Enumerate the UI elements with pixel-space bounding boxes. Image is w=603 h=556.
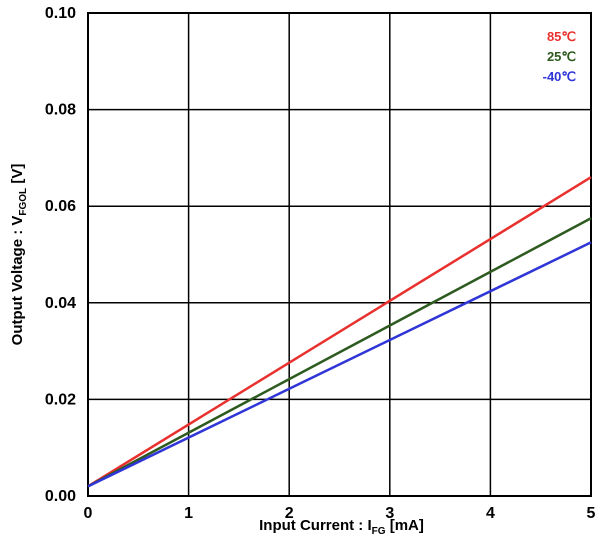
y-axis-label-sub: FGOL [18, 188, 29, 216]
grid [87, 12, 592, 497]
y-tick-labels: 0.00 0.02 0.04 0.06 0.08 0.10 [45, 5, 76, 505]
x-tick-label: 5 [587, 505, 596, 522]
legend: 85℃ 25℃ -40℃ [543, 29, 576, 84]
y-tick-label: 0.06 [45, 198, 76, 215]
series-layer [87, 176, 592, 488]
y-axis-label: Output Voltage : VFGOL [V] [9, 164, 29, 346]
series-line [87, 176, 592, 488]
plot-frame [87, 12, 592, 497]
y-tick-label: 0.10 [45, 5, 76, 22]
y-tick-label: 0.02 [45, 391, 76, 408]
x-axis-label-main: Input Current : I [259, 517, 372, 534]
y-axis-label-suffix: [V] [9, 164, 26, 188]
x-tick-label: 3 [385, 505, 394, 522]
y-tick-label: 0.00 [45, 488, 76, 505]
legend-entry: 85℃ [547, 29, 576, 44]
x-tick-label: 1 [184, 505, 193, 522]
y-axis-label-main: Output Voltage : V [9, 216, 26, 346]
x-tick-labels: 0 1 2 3 4 5 [84, 505, 596, 522]
x-axis-label: Input Current : IFG [mA] [259, 517, 424, 537]
legend-entry: -40℃ [543, 69, 576, 84]
x-tick-label: 4 [486, 505, 495, 522]
y-tick-label: 0.04 [45, 295, 76, 312]
series-line [87, 241, 592, 488]
x-axis-label-sub: FG [372, 526, 386, 537]
y-tick-label: 0.08 [45, 102, 76, 119]
series-line [87, 217, 592, 488]
legend-entry: 25℃ [547, 49, 576, 64]
x-tick-label: 2 [285, 505, 294, 522]
x-axis-label-suffix: [mA] [386, 517, 424, 534]
x-tick-label: 0 [84, 505, 93, 522]
